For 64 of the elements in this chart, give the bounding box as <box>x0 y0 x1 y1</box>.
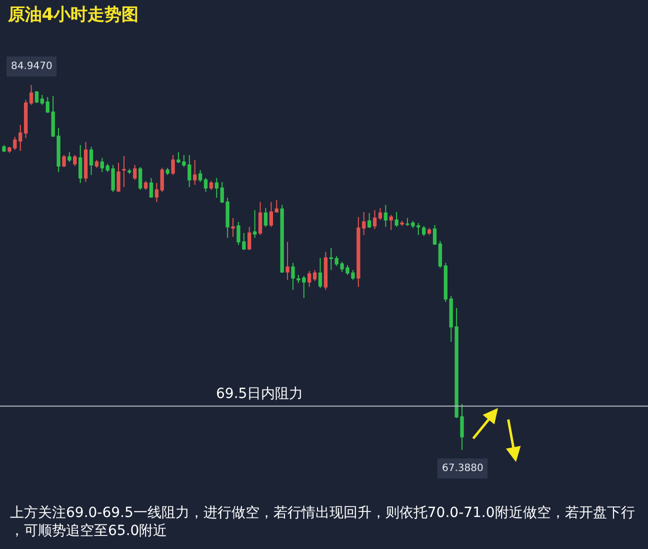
candlestick <box>389 214 393 231</box>
candlestick <box>89 146 94 176</box>
candlestick <box>231 217 235 238</box>
candlestick <box>2 144 6 153</box>
candlestick <box>324 251 328 290</box>
candlestick <box>269 201 273 228</box>
candlestick <box>166 167 170 176</box>
candlestick <box>378 208 382 221</box>
candlestick <box>78 144 82 184</box>
candlestick <box>372 210 377 230</box>
candlestick <box>258 201 262 236</box>
candlestick <box>100 157 104 173</box>
candlestick <box>312 269 317 282</box>
candlestick <box>116 162 120 192</box>
candlestick <box>274 199 278 212</box>
annotation: 67.3880 <box>442 463 484 474</box>
candlestick <box>154 182 158 202</box>
candlestick <box>24 99 28 138</box>
candlestick <box>94 159 99 168</box>
candlestick <box>432 224 437 246</box>
candlestick <box>209 180 214 190</box>
candlestick <box>204 178 208 192</box>
candlestick <box>318 257 322 289</box>
chart-title: 原油4小时走势图 <box>6 5 139 26</box>
candlestick <box>128 168 132 174</box>
candlestick <box>356 216 360 288</box>
candlestick <box>291 262 295 290</box>
candlestick <box>362 211 366 236</box>
candlestick <box>29 84 34 106</box>
candlestick <box>329 247 333 270</box>
candlestick <box>400 220 404 226</box>
candlestick <box>367 212 372 228</box>
candlestick <box>73 154 77 167</box>
candlestick <box>68 152 72 163</box>
candlestick <box>286 241 290 280</box>
candlestick <box>394 211 398 228</box>
ref-line-label: 69.5日内阻力 <box>216 386 304 402</box>
candlestick <box>171 154 175 176</box>
candlestick <box>34 90 39 104</box>
candlestick <box>214 178 218 198</box>
candlestick <box>384 204 388 228</box>
candlestick <box>122 156 126 188</box>
candlestick <box>133 164 137 180</box>
candlestick <box>444 262 448 302</box>
candlestick <box>149 178 154 198</box>
candlestick <box>422 225 426 237</box>
candlestick <box>144 180 148 190</box>
candlestick <box>40 94 44 106</box>
candlestick <box>198 169 202 183</box>
annotation: 84.9470 <box>11 61 52 72</box>
candlestick <box>280 204 284 274</box>
candlestick <box>252 210 257 238</box>
candlestick <box>193 159 197 186</box>
candlestick <box>62 154 66 168</box>
candlestick <box>18 124 22 152</box>
candlestick <box>427 227 432 236</box>
candlestick <box>438 240 442 268</box>
candlestick <box>84 141 88 183</box>
candlestick <box>248 226 252 250</box>
candlestick <box>308 270 312 288</box>
candlestick <box>138 166 142 190</box>
text: 上方关注69.0-69.5一线阻力，进行做空，若行情出现回升，则依托70.0-71.0附近做空，若开盘下行，可顺势追空至65.0附近 <box>10 505 635 540</box>
candlestick <box>264 208 268 228</box>
candlestick <box>160 167 164 192</box>
